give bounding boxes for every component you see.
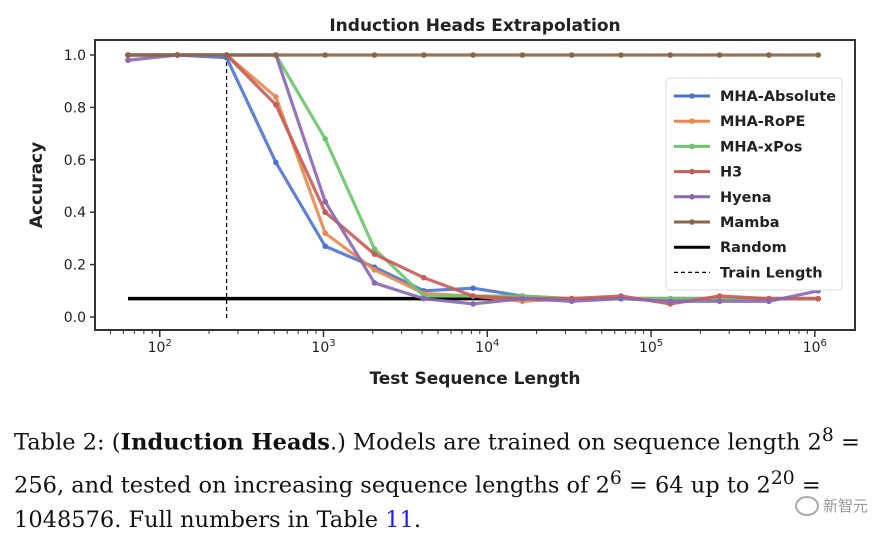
chart-title: Induction Heads Extrapolation [329,16,620,36]
y-tick-label: 0.4 [64,205,86,221]
x-tick-label: 106 [803,338,827,356]
x-tick-label: 105 [639,338,663,356]
legend-label: H3 [720,165,742,181]
data-point [322,199,328,205]
wechat-icon [795,496,819,516]
data-point [520,52,526,58]
watermark: 新智元 [795,495,868,516]
data-point [717,293,723,299]
data-point [273,52,279,58]
x-tick-label: 102 [148,338,172,356]
y-tick-label: 0.0 [64,310,86,326]
chart: Induction Heads Extrapolation Test Sequen… [0,0,890,410]
legend-label: Train Length [720,265,823,281]
x-tick-label: 104 [475,338,499,356]
data-point [569,52,575,58]
legend-box [666,78,842,290]
y-tick-label: 1.0 [64,48,86,64]
data-point [322,209,328,215]
legend-label: MHA-xPos [720,139,802,155]
data-point [421,275,427,281]
data-point [618,52,624,58]
data-point [815,296,821,302]
data-point [717,298,723,304]
x-axis-label: Test Sequence Length [369,369,580,389]
data-point [372,52,378,58]
legend-marker [689,169,695,175]
data-point [470,293,476,299]
y-axis-label: Accuracy [27,142,47,228]
table-caption: Table 2: (Induction Heads.) Models are t… [14,418,874,538]
data-point [569,298,575,304]
data-point [470,52,476,58]
data-point [668,52,674,58]
table-link[interactable]: 11 [385,507,414,533]
legend-marker [689,118,695,124]
data-point [470,285,476,291]
data-point [766,52,772,58]
data-point [372,251,378,257]
data-point [421,296,427,302]
data-point [273,94,279,100]
legend-label: MHA-Absolute [720,89,836,105]
data-point [273,160,279,166]
data-point [322,136,328,142]
legend-marker [689,194,695,200]
legend-label: Mamba [720,215,780,231]
data-point [372,267,378,273]
data-point [668,298,674,304]
legend-label: Hyena [720,190,772,206]
data-point [520,296,526,302]
data-point [125,52,131,58]
legend-label: Random [720,240,787,256]
legend-label: MHA-RoPE [720,114,805,130]
data-point [322,243,328,249]
data-point [815,52,821,58]
data-point [322,52,328,58]
legend-marker [689,144,695,150]
y-tick-label: 0.2 [64,258,86,274]
data-point [224,52,230,58]
y-tick-label: 0.8 [64,100,86,116]
data-point [322,230,328,236]
data-point [618,296,624,302]
legend-marker [689,219,695,225]
y-tick-label: 0.6 [64,153,86,169]
data-point [273,102,279,108]
legend-marker [689,93,695,99]
data-point [372,280,378,286]
data-point [717,52,723,58]
data-point [421,52,427,58]
data-point [470,301,476,307]
data-point [766,298,772,304]
data-point [125,57,131,63]
data-point [175,52,181,58]
x-tick-label: 103 [311,338,335,356]
